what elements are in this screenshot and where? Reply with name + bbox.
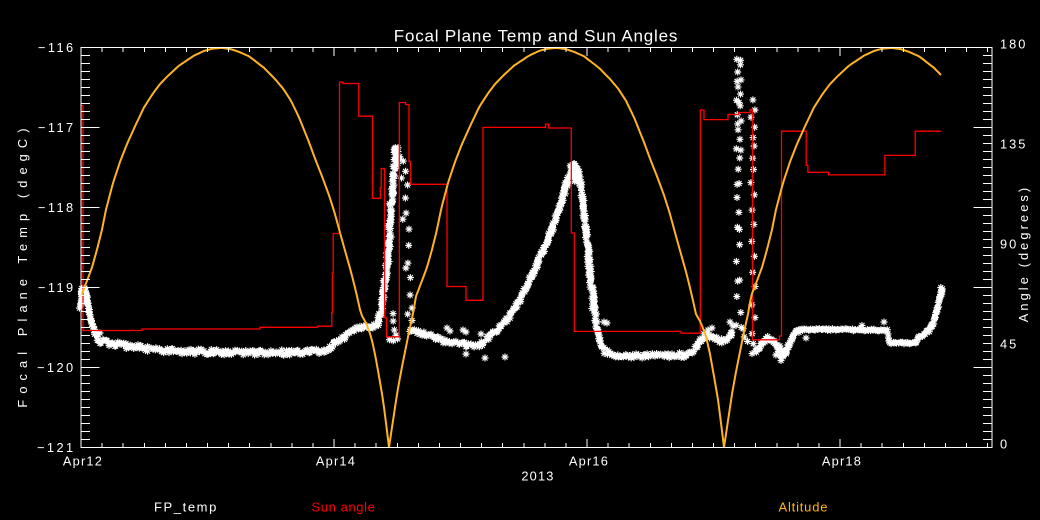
svg-text:180: 180	[1000, 36, 1027, 51]
svg-text:FP_temp: FP_temp	[154, 500, 218, 515]
svg-text:0: 0	[1000, 436, 1009, 451]
svg-text:−116: −116	[38, 40, 75, 55]
svg-text:90: 90	[1000, 236, 1018, 251]
svg-text:Altitude: Altitude	[779, 500, 829, 515]
svg-text:2013: 2013	[521, 469, 554, 484]
svg-text:Apr12: Apr12	[63, 454, 103, 469]
svg-text:−120: −120	[37, 360, 75, 375]
svg-text:Apr14: Apr14	[316, 454, 356, 469]
svg-text:Sun angle: Sun angle	[312, 500, 376, 515]
svg-text:Focal Plane Temp and Sun Angle: Focal Plane Temp and Sun Angles	[394, 27, 678, 46]
svg-text:Focal Plane Temp (degC): Focal Plane Temp (degC)	[15, 122, 30, 407]
svg-text:−118: −118	[38, 200, 75, 215]
svg-text:Apr16: Apr16	[569, 454, 609, 469]
svg-text:Apr18: Apr18	[822, 454, 862, 469]
svg-text:Angle (degrees): Angle (degrees)	[1016, 185, 1031, 323]
svg-text:135: 135	[1000, 136, 1027, 151]
svg-text:−119: −119	[38, 280, 75, 295]
svg-text:−121: −121	[37, 440, 75, 455]
svg-text:−117: −117	[38, 120, 75, 135]
svg-text:45: 45	[1000, 336, 1018, 351]
